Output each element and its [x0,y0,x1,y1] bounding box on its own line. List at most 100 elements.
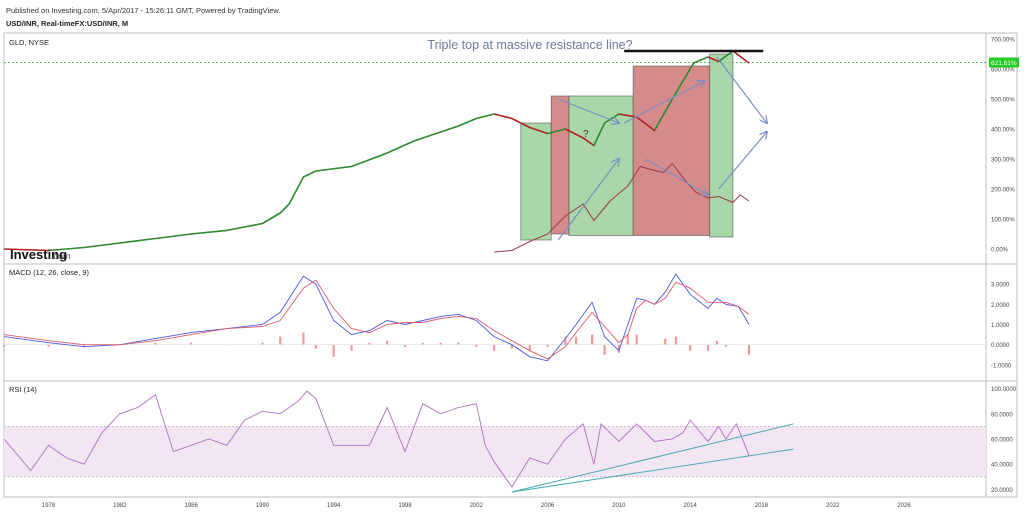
time-axis-tick-label: 1982 [113,503,127,509]
price-segment [279,203,290,214]
macd-histogram-bar [715,340,718,345]
macd-histogram-bar [664,338,667,345]
macd-histogram-bar [261,342,264,345]
rsi-axis-tick-label: 40.0000 [991,463,1013,469]
rsi-band [4,426,986,477]
time-axis-tick-label: 2002 [470,503,484,509]
macd-histogram-bar [603,344,606,355]
price-segment [547,128,566,135]
macd-histogram-bar [439,342,442,345]
price-segment [493,113,513,120]
rsi-trendline-upper [511,423,794,493]
trend-arrow-4 [645,158,708,195]
macd-histogram-bar [617,344,620,353]
time-axis-tick-label: 2018 [755,503,769,509]
macd-histogram-bar [47,344,50,347]
published-line: Published on Investing.com, 5/Apr/2017 -… [6,6,281,15]
macd-histogram-bar [279,336,282,345]
price-axis-tick-label: 600.00% [991,68,1015,74]
price-axis-tick-label: 500.00% [991,98,1015,104]
macd-histogram-bar [510,344,514,349]
price-segment [303,170,317,178]
time-axis-tick-label: 2006 [541,503,555,509]
price-segment [511,117,531,129]
macd-histogram-bar [635,334,638,345]
rsi-axis-tick-label: 60.0000 [991,438,1013,444]
investing-watermark: Investing .com [10,247,71,262]
macd-histogram-bar [689,344,692,351]
phase-box-green-5 [709,53,734,238]
price-segment [288,176,305,205]
phase-box-red-2 [550,95,570,235]
time-axis-tick-label: 1978 [42,503,56,509]
price-axis-tick-label: 200.00% [991,188,1015,194]
current-value-badge [989,57,1019,68]
phase-box-red-4 [632,65,711,236]
time-axis-tick-label: 1986 [184,503,198,509]
comparison-series-line [494,162,750,253]
price-segment [693,56,709,64]
macd-histogram-bar [528,344,531,351]
macd-histogram-bar [332,344,335,357]
price-segment [476,113,495,120]
price-segment [582,137,595,147]
rsi-axis-tick-label: 20.0000 [991,488,1013,494]
price-segment [618,113,637,118]
trend-arrow-5 [716,56,767,123]
time-axis-tick-label: 2010 [612,503,626,509]
rsi-line [3,390,750,488]
price-segment [155,233,192,240]
time-axis-tick-label: 2014 [683,503,697,509]
price-segment [732,50,750,64]
macd-histogram-bar [546,344,549,347]
price-segment [226,222,263,232]
trend-arrow-3 [623,81,704,124]
macd-histogram-bar [421,342,424,345]
time-axis-tick-label: 2022 [826,503,840,509]
price-segment [440,125,459,133]
macd-signal-line [3,279,750,360]
macd-histogram-bar [574,336,578,345]
triple-top-annotation: Triple top at massive resistance line? [427,38,632,52]
price-segment [191,229,227,235]
price-panel-title: GLD, NYSE [9,38,49,47]
price-segment [653,98,674,131]
rsi-axis-tick-label: 100.0000 [991,387,1017,393]
time-axis-tick-label: 2026 [897,503,911,509]
price-segment [707,56,719,63]
macd-histogram-bar [457,342,460,345]
price-segment [718,50,734,63]
price-segment [119,237,156,244]
price-axis-tick-label: 100.00% [991,218,1015,224]
price-segment [565,128,584,139]
price-segment [315,165,352,172]
time-axis-tick-label: 1998 [398,503,412,509]
macd-histogram-bar [626,334,629,345]
macd-histogram-bar [475,344,478,347]
rsi-panel-title: RSI (14) [9,385,37,394]
symbol-line: USD/INR, Real-timeFX:USD/INR, M [6,19,129,28]
trend-arrow-1 [557,159,619,241]
price-segment [671,80,684,100]
macd-histogram-bar [386,340,389,345]
price-segment [48,246,85,252]
macd-axis-tick-label: 0.0000 [991,343,1010,349]
question-mark-annotation: ? [583,129,589,140]
macd-axis-tick-label: 1.0000 [991,323,1010,329]
price-segment [636,116,655,132]
macd-histogram-bar [302,332,305,345]
price-axis-tick-label: 700.00% [991,38,1015,44]
price-panel-frame [3,32,1018,265]
time-axis-tick-label: 1994 [327,503,341,509]
phase-box-green-3 [568,95,634,236]
macd-histogram-bar [564,336,567,345]
macd-histogram-bar [154,342,157,345]
price-segment [682,62,695,82]
price-axis-tick-label: 0.00% [991,248,1009,254]
trend-arrow-6 [718,132,767,190]
macd-histogram-bar [350,344,353,351]
macd-histogram-bar [403,344,407,347]
macd-histogram-bar [368,342,371,345]
macd-histogram-bar [724,344,727,347]
